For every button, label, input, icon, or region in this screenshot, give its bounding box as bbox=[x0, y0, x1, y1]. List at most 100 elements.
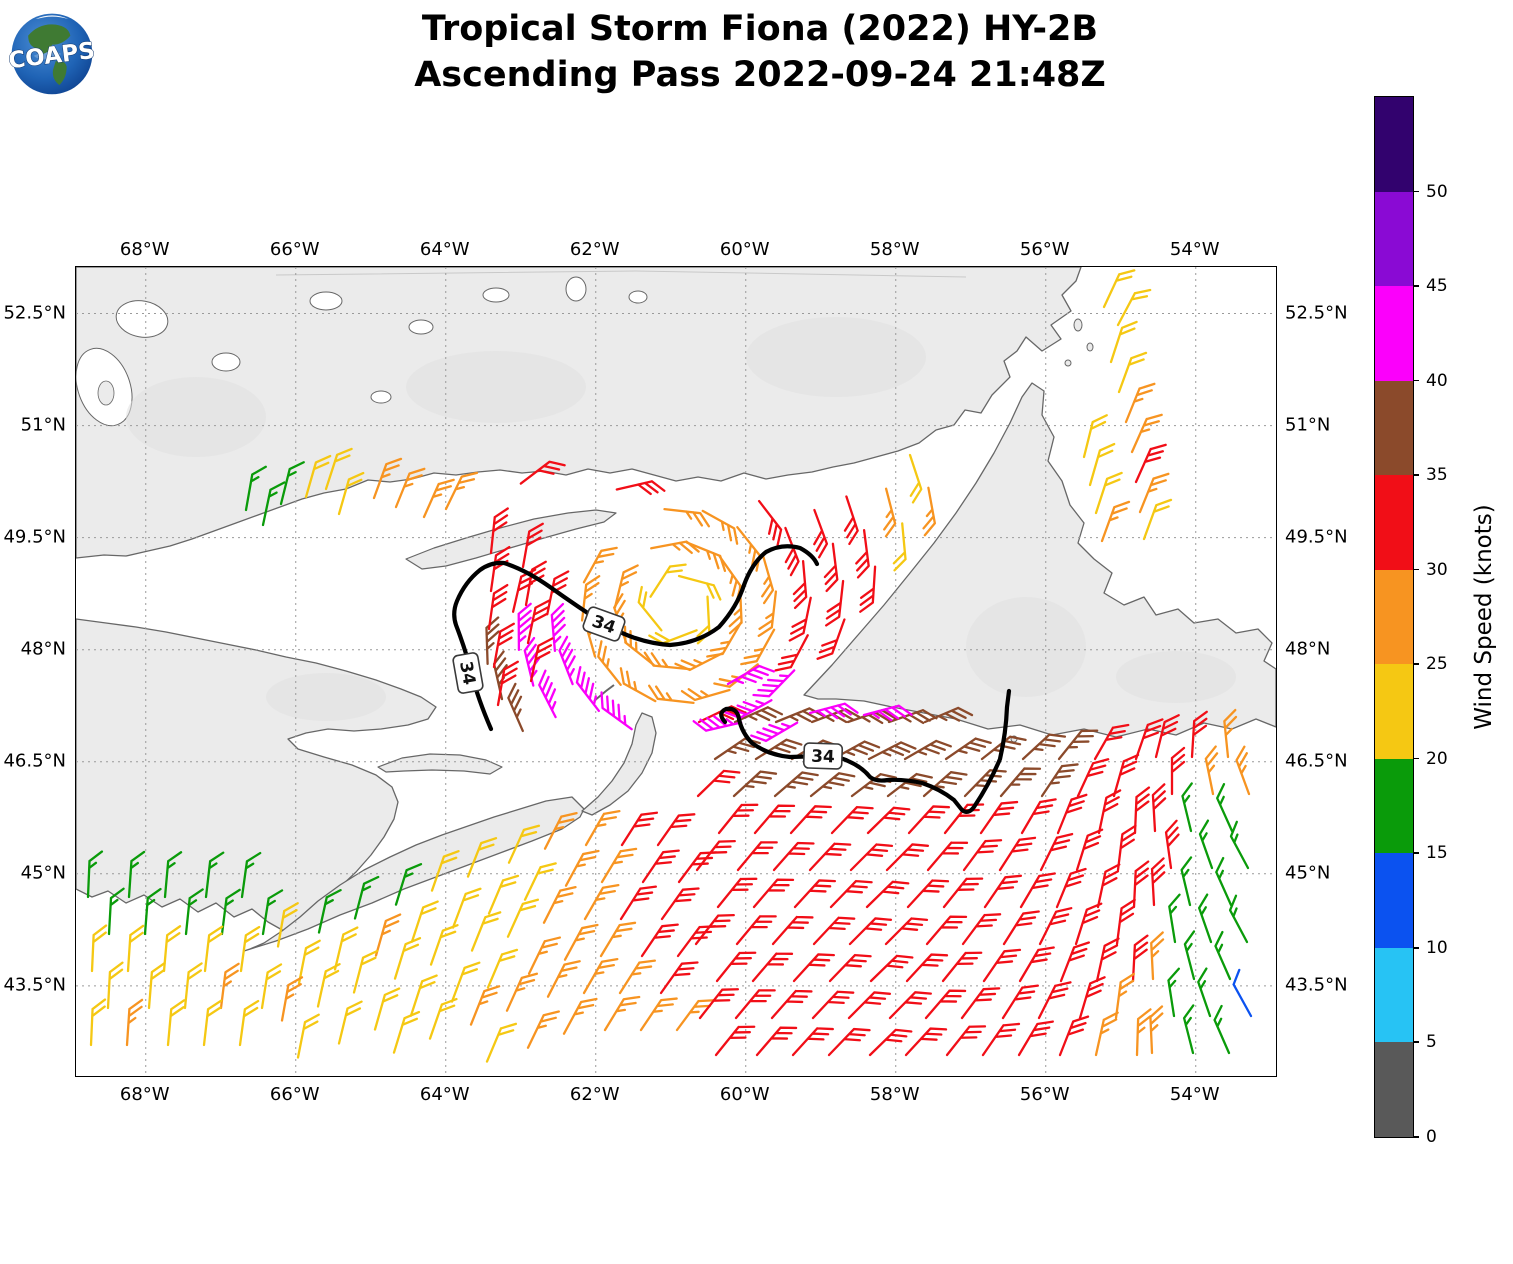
wind-barb bbox=[824, 579, 845, 627]
wind-barb bbox=[753, 804, 796, 835]
terrain-shading bbox=[1116, 651, 1236, 703]
wind-barb bbox=[517, 602, 532, 652]
contour-label-34: 34 bbox=[582, 606, 626, 642]
wind-barb bbox=[999, 767, 1042, 798]
wind-barb bbox=[297, 939, 321, 985]
wind-barb bbox=[1109, 320, 1138, 364]
wind-barb bbox=[584, 810, 621, 847]
wind-barb bbox=[811, 990, 855, 1020]
wind-barb bbox=[788, 596, 812, 642]
lake bbox=[408, 319, 434, 335]
wind-barb bbox=[697, 705, 747, 724]
wind-barb bbox=[701, 509, 739, 545]
map-panel[interactable]: 34 34 34 bbox=[75, 266, 1277, 1077]
wind-barb bbox=[430, 850, 460, 892]
lon-tick-label-bottom: 56°W bbox=[1019, 1084, 1070, 1105]
wind-barb bbox=[892, 522, 907, 572]
wind-barb bbox=[998, 836, 1037, 872]
wind-barb bbox=[143, 887, 162, 936]
wind-barb bbox=[660, 887, 700, 921]
wind-barb bbox=[304, 454, 332, 499]
wind-barb bbox=[489, 507, 509, 555]
wind-barb bbox=[393, 937, 422, 980]
wind-barb bbox=[830, 805, 874, 835]
wind-barb bbox=[1117, 351, 1148, 394]
wind-barb bbox=[470, 911, 502, 952]
wind-barb bbox=[1078, 976, 1106, 1020]
wind-barb bbox=[469, 985, 501, 1026]
wind-barb bbox=[1180, 856, 1193, 907]
lon-tick-label-top: 68°W bbox=[119, 239, 170, 260]
wind-barb bbox=[202, 999, 223, 1047]
lake bbox=[370, 390, 392, 404]
wind-barb bbox=[736, 526, 761, 572]
wind-barb bbox=[1198, 893, 1213, 944]
wind-barb bbox=[925, 915, 968, 946]
wind-barb bbox=[524, 560, 547, 607]
wind-barb bbox=[1002, 910, 1040, 946]
colorbar-tick-label: 5 bbox=[1426, 1032, 1437, 1053]
lake bbox=[628, 290, 648, 304]
wind-barb bbox=[680, 688, 731, 702]
wind-barb bbox=[869, 954, 914, 983]
wind-barb bbox=[1151, 783, 1167, 833]
wind-barb bbox=[1229, 820, 1250, 870]
wind-barb bbox=[752, 878, 795, 909]
wind-barb bbox=[1018, 946, 1055, 983]
colorbar-tick-label: 10 bbox=[1426, 937, 1448, 958]
wind-barb bbox=[107, 887, 125, 936]
wind-barb bbox=[694, 913, 735, 946]
wind-barb bbox=[429, 924, 459, 966]
colorbar-segment bbox=[1375, 1042, 1413, 1137]
wind-barb bbox=[923, 706, 974, 724]
province-border-line bbox=[275, 270, 967, 278]
wind-barb bbox=[717, 803, 759, 835]
lon-tick-label-bottom: 60°W bbox=[719, 1084, 770, 1105]
wind-barb bbox=[1097, 789, 1122, 835]
wind-barb bbox=[637, 585, 663, 632]
wind-barb bbox=[597, 640, 622, 686]
wind-barb bbox=[184, 888, 204, 936]
coaps-logo: COAPS bbox=[8, 13, 96, 95]
wind-barb bbox=[244, 465, 267, 512]
wind-barb bbox=[529, 637, 554, 683]
wind-barb bbox=[752, 669, 796, 698]
wind-barb bbox=[372, 457, 403, 500]
lat-tick-label-left: 48°N bbox=[20, 638, 66, 660]
wind-barb bbox=[546, 960, 581, 998]
lon-tick-label-bottom: 64°W bbox=[419, 1084, 470, 1105]
wind-barb bbox=[1038, 907, 1073, 946]
wind-barb bbox=[238, 999, 260, 1047]
land-newfoundland bbox=[803, 382, 1276, 738]
wind-barb bbox=[905, 953, 949, 983]
wind-barb bbox=[648, 684, 695, 705]
colorbar-segment bbox=[1375, 475, 1413, 570]
colorbar-tick bbox=[1413, 852, 1419, 854]
colorbar-tick-label: 25 bbox=[1426, 654, 1448, 675]
wind-barb bbox=[1037, 981, 1072, 1020]
wind-barb bbox=[812, 916, 856, 946]
wind-barb bbox=[981, 1022, 1021, 1057]
wind-barb bbox=[337, 1000, 363, 1045]
lat-tick-label-right: 45°N bbox=[1285, 862, 1331, 884]
wind-barb bbox=[1142, 498, 1173, 541]
wind-barb bbox=[868, 1028, 913, 1057]
wind-barb bbox=[519, 460, 566, 485]
wind-barb bbox=[125, 998, 144, 1047]
wind-barb bbox=[713, 737, 761, 761]
wind-barb bbox=[859, 565, 877, 613]
wind-barb bbox=[831, 740, 881, 761]
wind-barb bbox=[486, 948, 519, 989]
wind-barb bbox=[86, 850, 104, 899]
wind-barb bbox=[829, 879, 873, 909]
wind-barb bbox=[774, 634, 809, 672]
wind-barb bbox=[450, 961, 481, 1003]
wind-barb bbox=[755, 1026, 798, 1057]
wind-barb bbox=[855, 529, 870, 579]
land-prince-edward-island bbox=[377, 753, 503, 775]
wind-barb bbox=[866, 806, 911, 835]
wind-barb bbox=[316, 962, 341, 1008]
wind-barb bbox=[1164, 819, 1180, 870]
wind-barb bbox=[1130, 413, 1163, 454]
wind-barb bbox=[649, 563, 687, 598]
